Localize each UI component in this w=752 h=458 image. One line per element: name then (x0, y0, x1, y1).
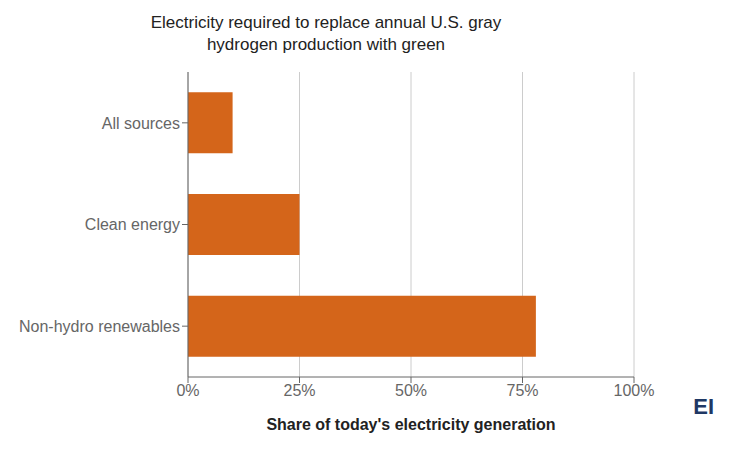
svg-text:Non-hydro renewables: Non-hydro renewables (19, 318, 180, 335)
svg-text:50%: 50% (395, 382, 427, 399)
svg-text:75%: 75% (506, 382, 538, 399)
svg-text:25%: 25% (283, 382, 315, 399)
svg-text:Clean energy: Clean energy (85, 216, 180, 233)
svg-text:Share of today's electricity g: Share of today's electricity generation (266, 416, 555, 433)
html-text:EI: EI (693, 394, 714, 419)
svg-text:All sources: All sources (102, 115, 180, 132)
html-text:Electricity required to replac: Electricity required to replace annual U… (150, 13, 502, 32)
svg-text:0%: 0% (176, 382, 199, 399)
html-text:hydrogen production with green: hydrogen production with green (206, 35, 446, 54)
svg-text:100%: 100% (614, 382, 655, 399)
